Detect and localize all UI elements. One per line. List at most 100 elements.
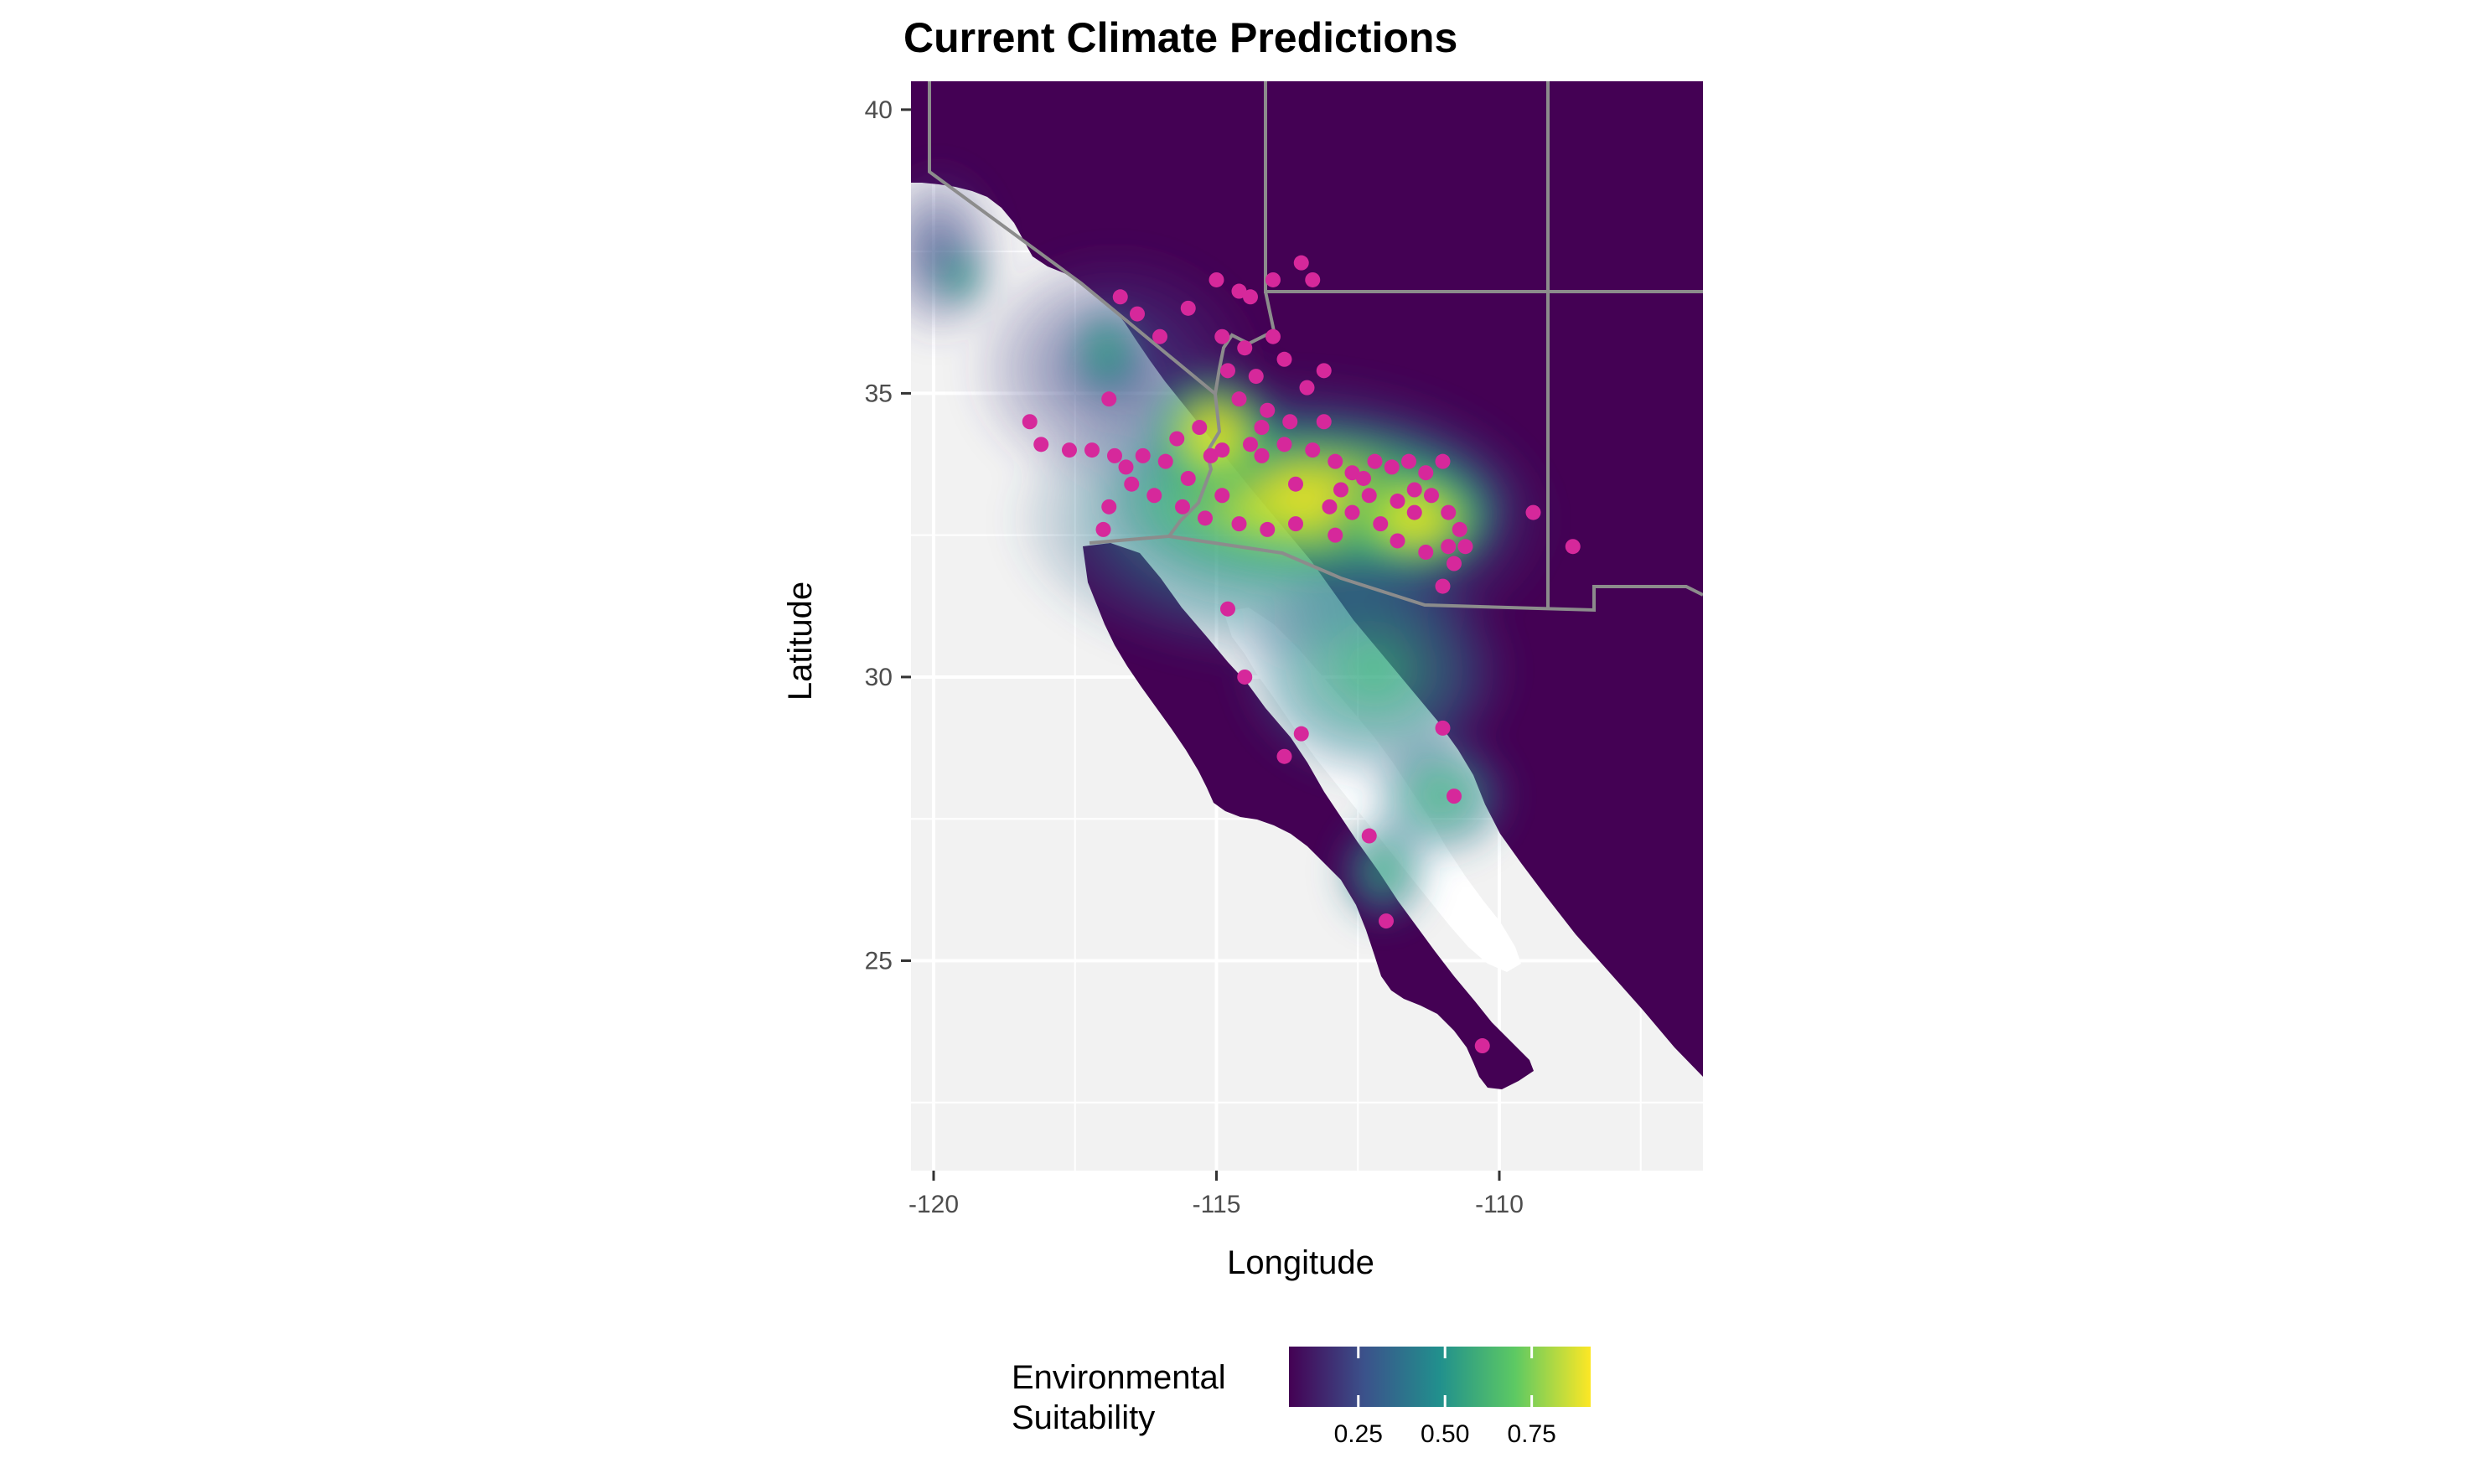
occurrence-point (1282, 414, 1298, 430)
occurrence-point (1316, 363, 1332, 379)
occurrence-point (1033, 437, 1049, 452)
occurrence-point (1260, 521, 1276, 537)
occurrence-point (1112, 289, 1128, 305)
occurrence-point (1390, 533, 1405, 549)
occurrence-point (1084, 442, 1100, 458)
occurrence-point (1180, 300, 1196, 316)
y-tick-label: 25 (865, 947, 893, 975)
chart-title: Current Climate Predictions (903, 14, 1457, 61)
occurrence-point (1248, 369, 1264, 385)
occurrence-point (1243, 437, 1258, 452)
occurrence-point (1124, 476, 1140, 492)
occurrence-point (1435, 453, 1451, 469)
occurrence-point (1447, 789, 1462, 804)
occurrence-point (1254, 420, 1270, 436)
occurrence-point (1379, 913, 1394, 929)
occurrence-point (1322, 499, 1338, 514)
occurrence-point (1288, 476, 1303, 492)
occurrence-point (1276, 748, 1292, 764)
y-tick-label: 35 (865, 380, 893, 407)
occurrence-point (1435, 720, 1451, 736)
occurrence-point (1231, 516, 1247, 532)
occurrence-point (1356, 470, 1371, 486)
occurrence-point (1293, 255, 1309, 271)
occurrence-point (1565, 539, 1581, 555)
occurrence-point (1316, 414, 1332, 430)
y-tick-label: 40 (865, 96, 893, 124)
occurrence-point (1157, 453, 1173, 469)
occurrence-point (1418, 544, 1434, 560)
occurrence-point (1214, 442, 1230, 458)
legend-tick-label: 0.75 (1507, 1420, 1555, 1448)
occurrence-point (1062, 442, 1077, 458)
occurrence-point (1214, 328, 1230, 344)
x-tick-label: -110 (1475, 1191, 1524, 1218)
occurrence-point (1175, 499, 1190, 514)
occurrence-point (1152, 328, 1167, 344)
occurrence-point (1095, 521, 1111, 537)
legend-title-line1: Environmental (1012, 1359, 1226, 1396)
occurrence-point (1237, 669, 1253, 685)
occurrence-point (1243, 289, 1258, 305)
occurrence-point (1344, 504, 1360, 520)
legend-ticks: 0.25 0.50 0.75 (1334, 1347, 1556, 1448)
occurrence-point (1231, 391, 1247, 407)
occurrence-point (1447, 556, 1462, 571)
occurrence-point (1435, 578, 1451, 594)
occurrence-point (1328, 453, 1343, 469)
occurrence-point (1220, 363, 1235, 379)
occurrence-point (1220, 601, 1235, 617)
occurrence-point (1180, 470, 1196, 486)
x-tick-label: -115 (1193, 1191, 1241, 1218)
legend: Environmental Suitability 0.25 0.50 0.75 (1012, 1347, 1591, 1448)
x-axis-title: Longitude (1227, 1244, 1374, 1281)
occurrence-point (1101, 391, 1117, 407)
legend-tick-label: 0.50 (1421, 1420, 1469, 1448)
occurrence-point (1101, 499, 1117, 514)
occurrence-point (1525, 504, 1541, 520)
occurrence-point (1135, 447, 1151, 463)
x-axis: -120 -115 -110 (908, 1171, 1524, 1218)
occurrence-point (1474, 1038, 1490, 1054)
occurrence-point (1146, 488, 1162, 504)
legend-tick-label: 0.25 (1334, 1420, 1383, 1448)
occurrence-point (1192, 420, 1208, 436)
occurrence-point (1384, 459, 1400, 475)
occurrence-point (1452, 521, 1467, 537)
occurrence-point (1265, 328, 1281, 344)
legend-colorbar (1289, 1347, 1591, 1407)
occurrence-point (1418, 465, 1434, 481)
occurrence-point (1441, 539, 1457, 555)
occurrence-point (1022, 414, 1038, 430)
baja-peninsula (1083, 543, 1534, 1089)
y-axis: 25 30 35 40 (865, 96, 911, 975)
occurrence-point (1214, 488, 1230, 504)
occurrence-point (1333, 482, 1348, 498)
occurrence-point (1401, 453, 1416, 469)
occurrence-point (1254, 447, 1270, 463)
y-axis-title: Latitude (782, 582, 819, 701)
occurrence-point (1441, 504, 1457, 520)
occurrence-point (1328, 527, 1343, 543)
occurrence-point (1293, 726, 1309, 742)
occurrence-point (1361, 488, 1377, 504)
occurrence-point (1198, 510, 1213, 526)
occurrence-point (1237, 340, 1253, 356)
occurrence-point (1130, 306, 1145, 322)
occurrence-point (1265, 271, 1281, 287)
occurrence-point (1305, 271, 1321, 287)
occurrence-point (1276, 351, 1292, 367)
x-tick-label: -120 (908, 1191, 959, 1218)
occurrence-point (1118, 459, 1134, 475)
occurrence-points (1022, 255, 1581, 1054)
occurrence-point (1361, 828, 1377, 844)
occurrence-point (1107, 447, 1122, 463)
occurrence-point (1288, 516, 1303, 532)
occurrence-point (1390, 494, 1405, 509)
occurrence-point (1457, 539, 1473, 555)
occurrence-point (1231, 283, 1247, 299)
occurrence-point (1209, 271, 1224, 287)
occurrence-point (1276, 437, 1292, 452)
occurrence-point (1169, 431, 1185, 447)
